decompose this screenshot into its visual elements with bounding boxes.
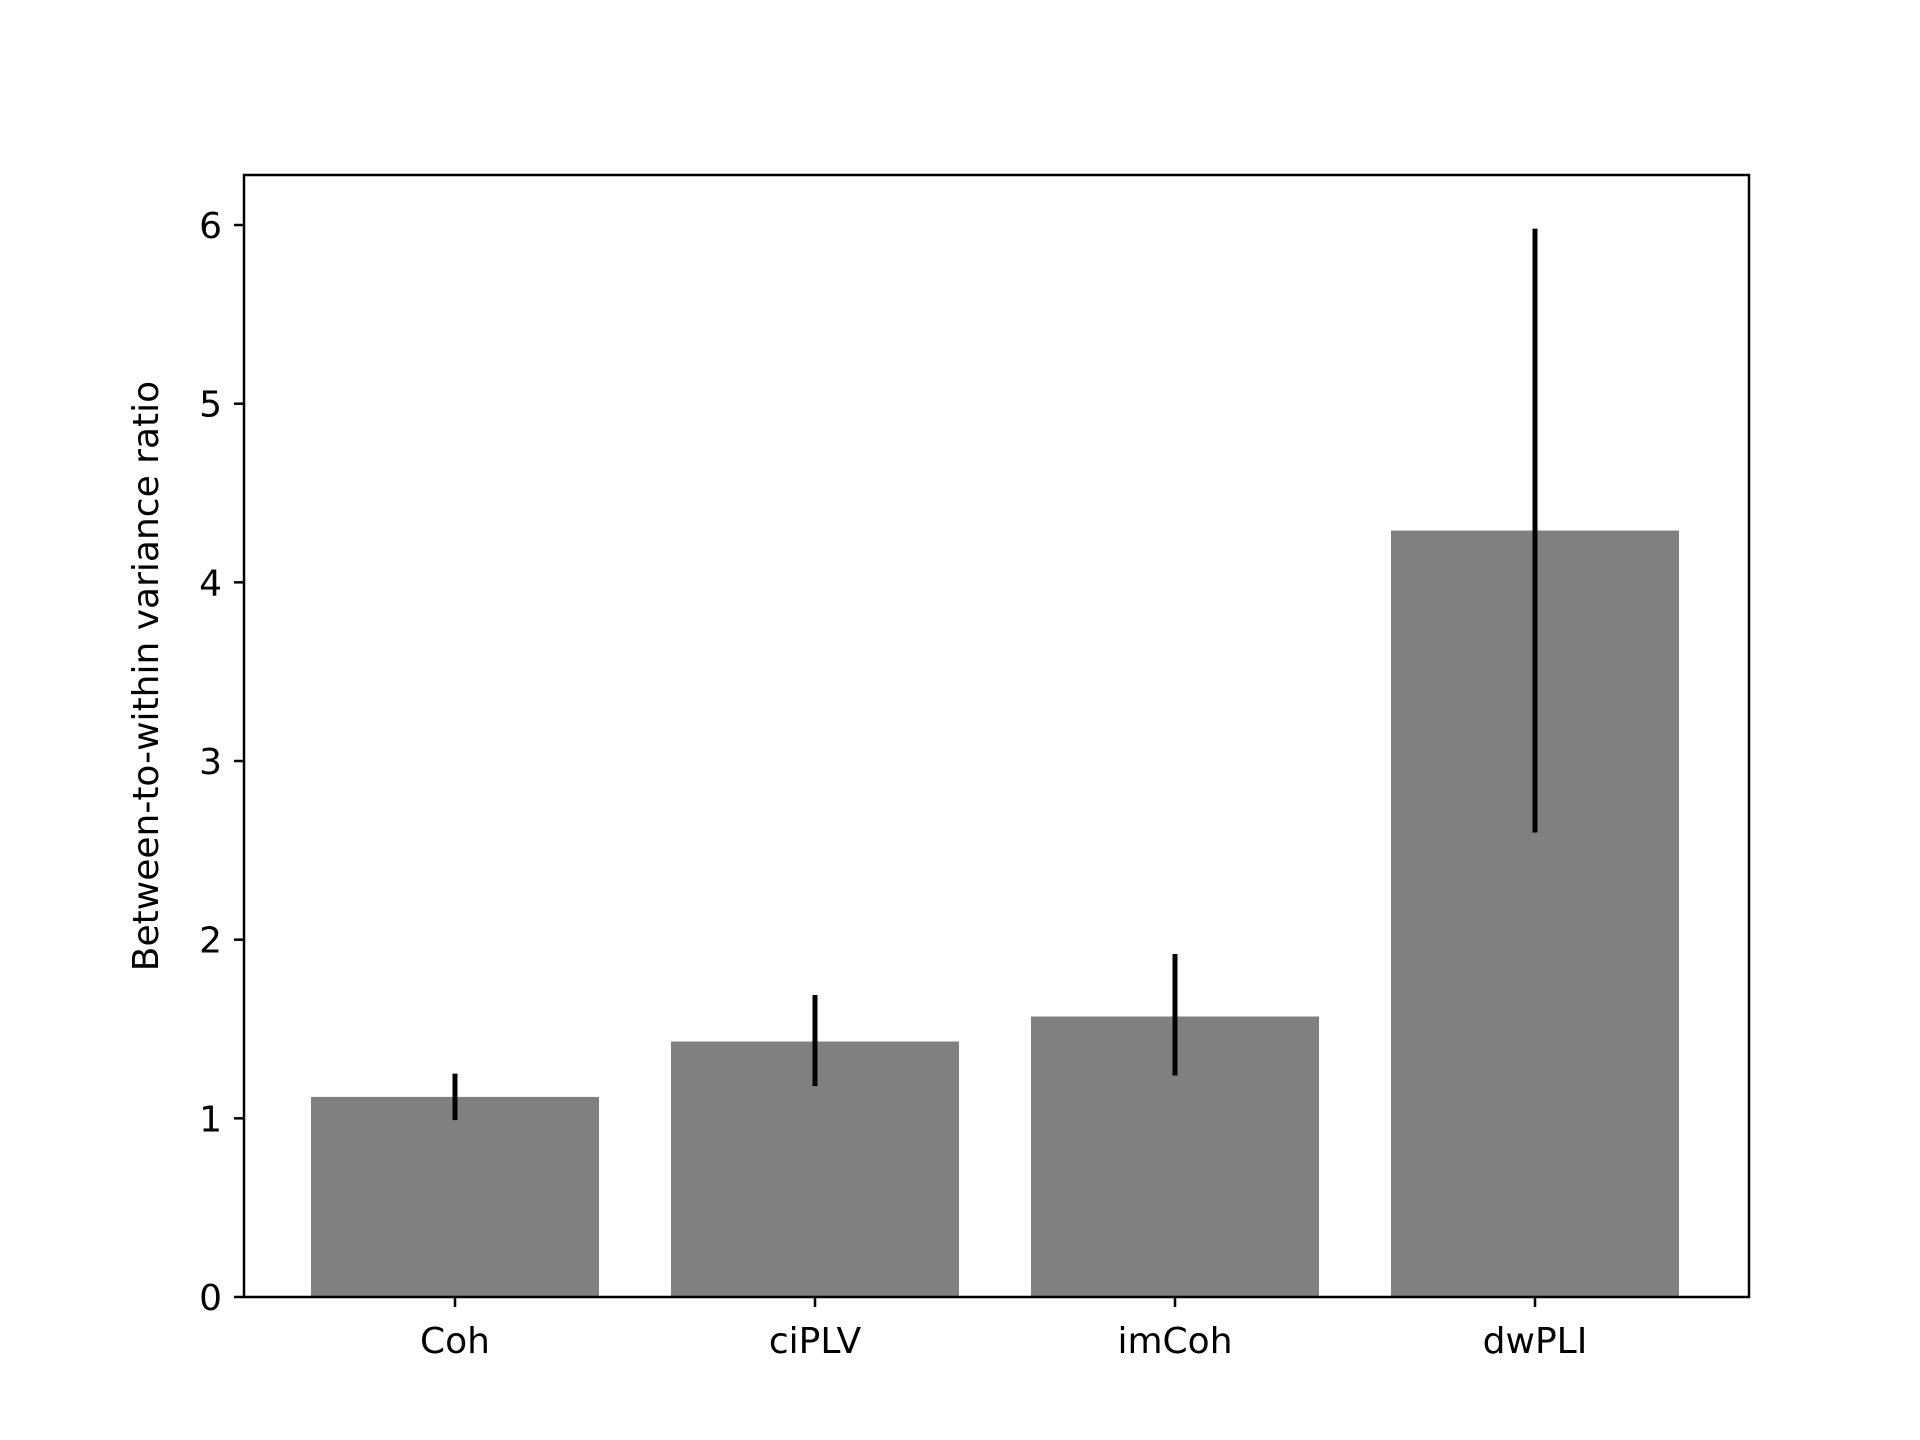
y-tick-label: 0: [199, 1278, 222, 1319]
y-axis-label: Between-to-within variance ratio: [126, 381, 167, 971]
bars-layer: [311, 530, 1679, 1297]
bar-coh: [311, 1096, 599, 1297]
y-tick-label: 6: [199, 206, 222, 247]
x-axis: Coh ciPLV imCoh dwPLI: [420, 1297, 1587, 1362]
plot-frame: [242, 173, 1751, 1299]
y-tick-label: 5: [199, 385, 222, 426]
y-tick-label: 4: [199, 563, 222, 604]
x-tick-label: imCoh: [1117, 1321, 1232, 1362]
x-tick-label: Coh: [420, 1321, 490, 1362]
x-tick-label: ciPLV: [769, 1321, 862, 1362]
y-tick-label: 2: [199, 921, 222, 962]
y-axis: 0 1 2 3 4 5 6: [199, 206, 244, 1319]
y-tick-label: 3: [199, 742, 222, 783]
x-tick-label: dwPLI: [1483, 1321, 1588, 1362]
error-bars-layer: [452, 228, 1538, 1121]
y-tick-label: 1: [199, 1099, 222, 1140]
